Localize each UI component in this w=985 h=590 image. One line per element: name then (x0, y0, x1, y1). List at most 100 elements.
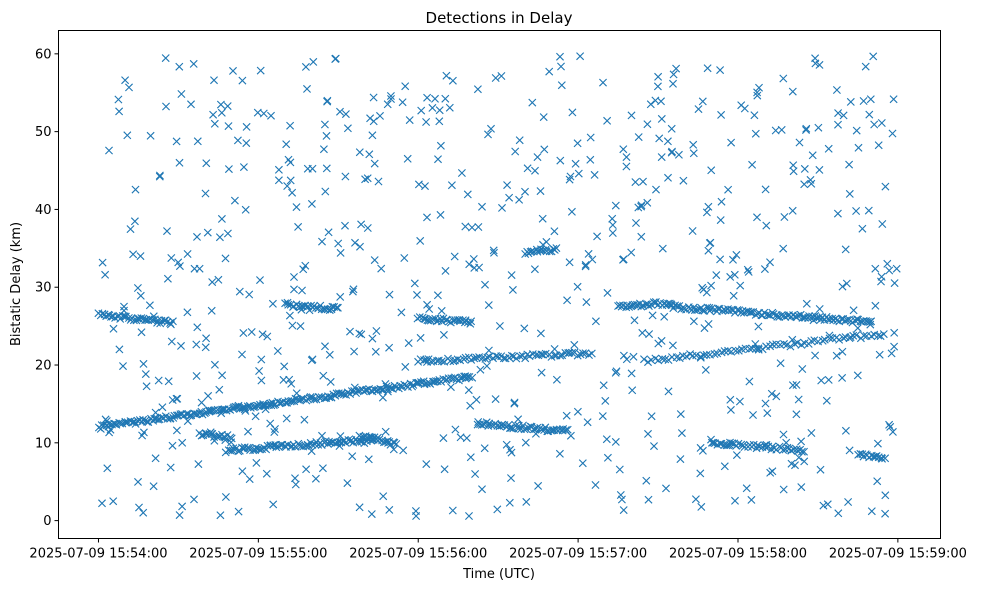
data-point (466, 319, 475, 328)
data-point (792, 410, 801, 419)
data-point (814, 123, 823, 132)
y-tick-label: 30 (35, 281, 52, 296)
data-point (259, 401, 268, 410)
data-point (272, 443, 281, 452)
data-point (275, 399, 284, 408)
data-point (120, 302, 128, 311)
data-point (720, 462, 729, 471)
data-point (794, 311, 803, 320)
data-point (888, 427, 897, 436)
data-point (173, 394, 182, 403)
data-point (696, 469, 705, 478)
data-point (168, 317, 177, 326)
data-point (102, 312, 111, 321)
data-point (753, 213, 761, 222)
data-point (521, 438, 530, 447)
data-point (755, 83, 763, 92)
data-point (138, 431, 147, 440)
data-point (484, 130, 492, 139)
data-point (410, 279, 419, 288)
data-point (268, 299, 277, 308)
data-point (267, 111, 275, 120)
data-point (331, 55, 340, 63)
data-point (793, 338, 802, 347)
data-point (787, 459, 796, 468)
data-point (223, 102, 232, 111)
x-axis: 2025-07-09 15:54:00 2025-07-09 15:55:00 20… (29, 538, 967, 562)
data-point (423, 213, 431, 222)
data-point (251, 412, 260, 421)
data-point (214, 275, 223, 284)
data-point (367, 510, 376, 519)
x-tick-label: 2025-07-09 15:56:00 (349, 547, 487, 562)
data-point (630, 316, 639, 325)
data-point (674, 150, 683, 159)
data-point (696, 353, 705, 362)
data-point (491, 74, 500, 82)
data-point (576, 350, 585, 359)
data-point (762, 342, 771, 351)
data-point (440, 465, 449, 474)
data-point (833, 209, 842, 218)
data-point (318, 464, 327, 473)
data-point (788, 335, 797, 344)
data-point (206, 428, 215, 437)
data-point (141, 370, 150, 379)
data-point (689, 303, 698, 312)
data-point (841, 426, 850, 435)
data-point (308, 164, 317, 173)
data-point (245, 475, 254, 484)
data-point (239, 403, 247, 412)
data-point (341, 172, 350, 181)
data-point (598, 412, 607, 421)
data-point (534, 481, 543, 490)
data-point (743, 265, 752, 274)
data-point (727, 138, 736, 147)
data-point (622, 153, 631, 162)
data-point (460, 318, 469, 327)
data-point (581, 260, 590, 269)
data-point (731, 496, 739, 505)
data-point (229, 66, 237, 75)
data-point (888, 129, 897, 138)
data-point (379, 492, 388, 501)
data-point (498, 420, 506, 429)
data-point (601, 396, 610, 405)
data-point (210, 76, 218, 85)
data-point (650, 442, 658, 451)
data-point (815, 305, 824, 313)
data-point (634, 203, 643, 212)
data-point (802, 124, 811, 133)
data-point (511, 147, 520, 156)
data-point (776, 359, 785, 368)
data-point (346, 327, 354, 336)
data-point (341, 110, 350, 119)
x-tick-label: 2025-07-09 15:58:00 (669, 547, 807, 562)
data-point (204, 406, 213, 415)
data-point (742, 484, 751, 493)
data-point (451, 425, 460, 434)
data-point (177, 341, 185, 350)
data-point (364, 455, 373, 464)
data-point (773, 312, 782, 321)
data-point (471, 470, 480, 478)
data-point (233, 136, 242, 145)
data-point (115, 345, 124, 354)
data-point (389, 445, 398, 454)
data-point (531, 166, 539, 175)
data-point (256, 276, 264, 285)
data-point (881, 509, 890, 518)
data-point (664, 387, 673, 396)
data-point (545, 247, 554, 256)
data-point (252, 458, 261, 467)
data-point (357, 220, 366, 229)
data-points (94, 52, 901, 520)
data-point (753, 441, 762, 450)
data-point (861, 62, 870, 71)
data-point (262, 469, 271, 478)
data-point (747, 308, 756, 317)
data-point (115, 107, 124, 116)
data-point (436, 210, 445, 219)
data-point (720, 347, 729, 356)
data-point (284, 300, 293, 309)
